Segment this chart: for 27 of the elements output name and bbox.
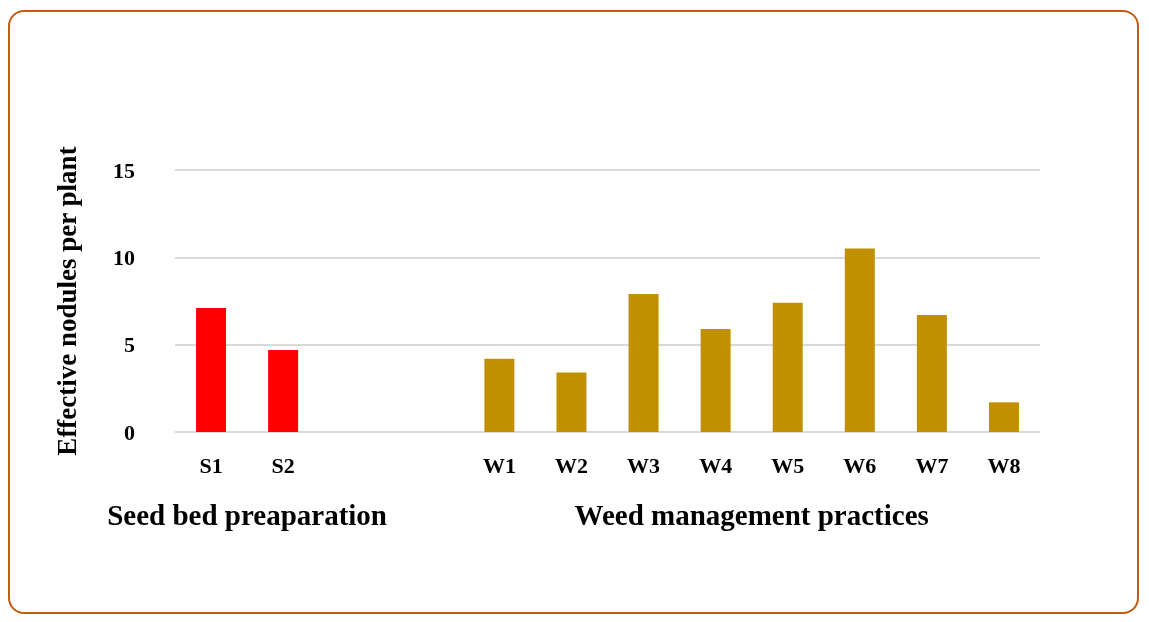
- x-tick-label: W4: [699, 452, 733, 478]
- text: Weed management practices: [574, 498, 929, 531]
- bar: [700, 328, 731, 432]
- x-tick-label: W1: [482, 452, 516, 478]
- y-axis-title: Effective nodules per plant: [51, 146, 82, 456]
- y-tick-label: 15: [113, 157, 135, 183]
- bar: [556, 372, 587, 432]
- bar: [772, 302, 803, 432]
- bar: [844, 248, 875, 432]
- text: Seed bed preaparation: [107, 498, 387, 531]
- bar: [196, 307, 227, 432]
- x-tick-label: S2: [271, 452, 295, 478]
- x-tick-label: S1: [199, 452, 223, 478]
- bar: [988, 402, 1019, 432]
- x-tick-label: W2: [554, 452, 588, 478]
- bar: [484, 358, 515, 432]
- x-tick-label: W7: [915, 452, 949, 478]
- y-tick-label: 10: [113, 244, 135, 270]
- bar: [268, 349, 299, 432]
- y-tick-label: 0: [124, 419, 135, 445]
- x-tick-label: W5: [771, 452, 805, 478]
- x-tick-label: W6: [843, 452, 877, 478]
- x-tick-label: W8: [987, 452, 1021, 478]
- x-tick-label: W3: [627, 452, 661, 478]
- y-tick-label: 5: [124, 332, 135, 358]
- bar: [916, 314, 947, 432]
- bar: [628, 294, 659, 432]
